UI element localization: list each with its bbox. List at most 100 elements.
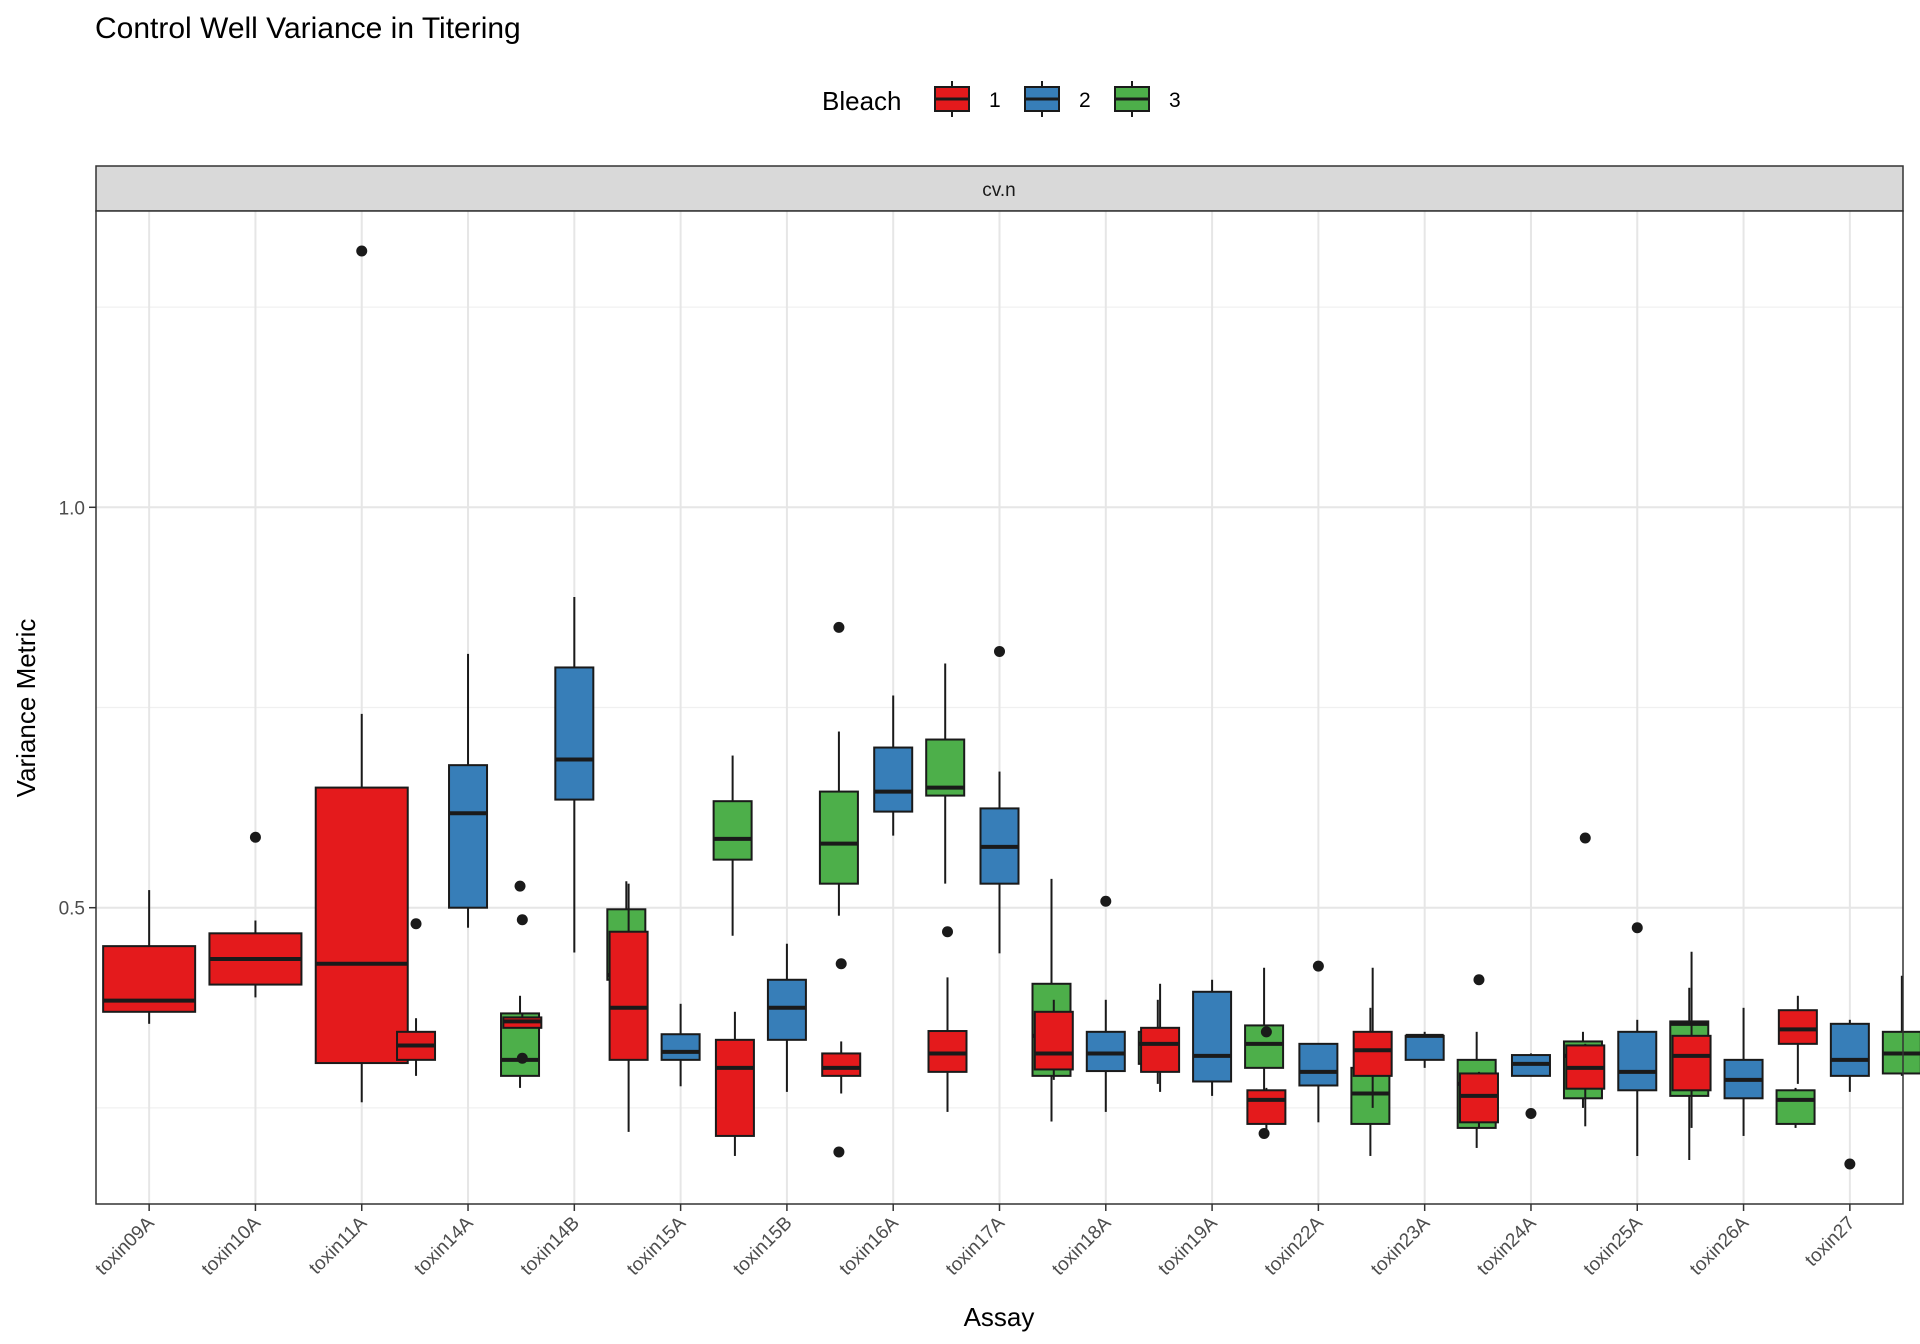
outlier-point — [994, 645, 1005, 657]
legend-label: 2 — [1079, 89, 1091, 112]
outlier-point — [410, 918, 422, 930]
y-tick-label: 1.0 — [59, 498, 85, 519]
outlier-point — [1579, 832, 1591, 844]
outlier-point — [1844, 1158, 1856, 1170]
box-bleach-3 — [1881, 975, 1920, 1076]
box-bleach-2 — [1192, 979, 1233, 1096]
legend-title: Bleach — [822, 86, 902, 116]
legend-label: 1 — [989, 89, 1001, 112]
legend-key-1: 1 — [934, 81, 1001, 117]
x-tick-label: toxin14B — [517, 1213, 584, 1280]
legend: Bleach 1 2 3 — [822, 81, 1181, 117]
box-bleach-1 — [927, 926, 968, 1112]
x-tick-label: toxin23A — [1367, 1212, 1434, 1279]
x-tick-label: toxin11A — [305, 1212, 371, 1278]
outlier-point — [1258, 1128, 1270, 1140]
box-bleach-2 — [554, 596, 595, 953]
box-layer — [102, 245, 1920, 1170]
box-bleach-1 — [208, 831, 303, 998]
box-bleach-1 — [1671, 951, 1712, 1128]
box-bleach-1 — [1458, 974, 1499, 1128]
x-tick-label: toxin24A — [1473, 1212, 1540, 1279]
box-bleach-2 — [766, 943, 807, 1092]
box-iqr — [1404, 1034, 1445, 1061]
outlier-point — [833, 1146, 845, 1158]
x-tick-label: toxin16A — [836, 1212, 903, 1279]
box-bleach-1 — [1033, 999, 1074, 1080]
box-iqr — [766, 978, 807, 1041]
outlier-point — [835, 958, 847, 970]
box-iqr — [1192, 990, 1233, 1083]
outlier-point — [356, 245, 368, 257]
box-bleach-1 — [1777, 995, 1818, 1084]
outlier-point — [1631, 922, 1643, 934]
box-iqr — [1033, 1010, 1074, 1071]
box-bleach-2 — [1723, 1007, 1764, 1136]
outlier-point — [1100, 895, 1112, 907]
box-iqr — [714, 1038, 755, 1137]
box-bleach-3 — [712, 755, 753, 936]
x-tick-label: toxin22A — [1261, 1212, 1328, 1279]
y-axis: 0.5 1.0 — [59, 498, 96, 920]
box-bleach-2 — [448, 653, 489, 928]
x-axis: toxin09A toxin10A toxin11A toxin14A toxin14B… — [92, 1204, 1859, 1280]
box-bleach-1 — [714, 1011, 755, 1156]
legend-label: 3 — [1169, 89, 1181, 112]
box-bleach-2 — [1829, 1019, 1870, 1170]
box-iqr — [1085, 1030, 1126, 1073]
outlier-point — [1525, 1108, 1537, 1120]
box-bleach-1 — [1140, 983, 1181, 1092]
x-tick-label: toxin27 — [1801, 1213, 1859, 1271]
box-iqr — [818, 790, 859, 885]
box-bleach-1 — [1565, 832, 1606, 1127]
outlier-point — [514, 880, 526, 892]
x-tick-label: toxin15A — [623, 1212, 690, 1279]
box-bleach-1 — [821, 958, 862, 1094]
box-iqr — [314, 786, 409, 1065]
legend-key-3: 3 — [1114, 81, 1181, 117]
box-bleach-2 — [1617, 922, 1658, 1156]
box-bleach-3 — [818, 621, 859, 1158]
y-tick-label: 0.5 — [59, 899, 85, 920]
box-iqr — [712, 800, 753, 861]
facet-strip: cv.n — [95, 165, 1904, 212]
box-iqr — [660, 1033, 701, 1061]
box-iqr — [608, 930, 649, 1061]
box-iqr — [1458, 1072, 1499, 1124]
outlier-point — [249, 831, 261, 843]
box-iqr — [1829, 1022, 1870, 1077]
x-tick-label: toxin09A — [92, 1212, 159, 1279]
box-iqr — [1617, 1030, 1658, 1092]
box-iqr — [1140, 1026, 1181, 1073]
facet-strip-label: cv.n — [982, 180, 1015, 201]
outlier-point — [1260, 1026, 1272, 1038]
x-tick-label: toxin15B — [729, 1213, 796, 1280]
legend-key-2: 2 — [1024, 81, 1091, 117]
outlier-point — [942, 926, 953, 938]
box-bleach-1 — [1246, 1026, 1287, 1136]
facet-strip-background — [95, 165, 1904, 212]
x-tick-label: toxin10A — [198, 1212, 265, 1279]
box-iqr — [1671, 1034, 1712, 1092]
box-bleach-2 — [873, 695, 914, 836]
box-iqr — [1775, 1089, 1816, 1125]
box-bleach-1 — [396, 918, 437, 1076]
box-bleach-1 — [608, 883, 649, 1132]
box-bleach-2 — [979, 645, 1020, 954]
legend-keys: 1 2 3 — [934, 81, 1181, 117]
plot-panel — [95, 210, 1920, 1205]
outlier-point — [1473, 974, 1485, 986]
box-bleach-1 — [1352, 967, 1393, 1108]
box-iqr — [1352, 1030, 1393, 1077]
box-iqr — [821, 1052, 862, 1077]
outlier-point — [516, 1052, 528, 1064]
box-iqr — [1298, 1042, 1339, 1087]
box-bleach-1 — [502, 914, 543, 1064]
box-bleach-3 — [1775, 1087, 1816, 1128]
x-tick-label: toxin19A — [1154, 1212, 1221, 1279]
box-iqr — [448, 764, 489, 909]
outlier-point — [516, 914, 528, 926]
chart-title: Control Well Variance in Titering — [95, 12, 521, 45]
box-bleach-2 — [1404, 1031, 1445, 1068]
